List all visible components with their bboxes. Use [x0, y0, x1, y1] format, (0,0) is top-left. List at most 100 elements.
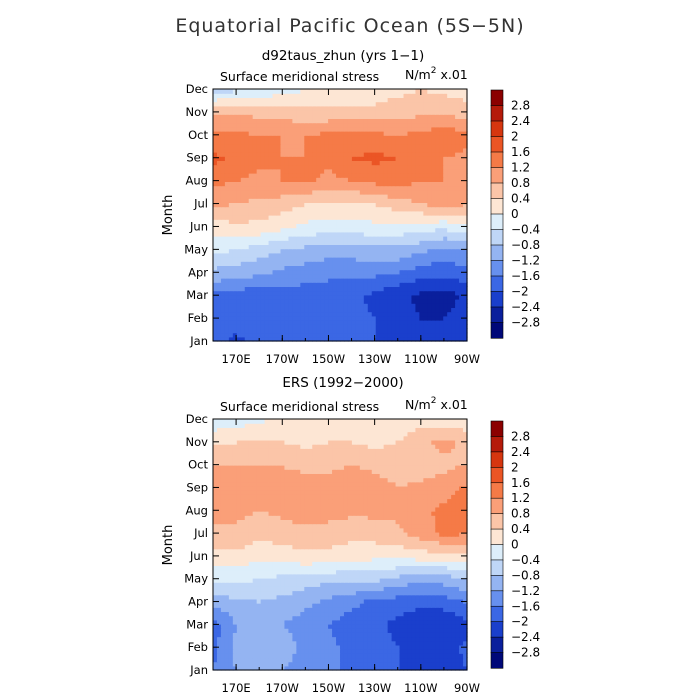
contour-cell [423, 649, 428, 654]
contour-cell [427, 97, 432, 103]
contour-cell [447, 324, 452, 329]
contour-cell [379, 252, 385, 258]
contour-cell [256, 294, 262, 300]
contour-cell [304, 294, 309, 300]
contour-cell [276, 219, 282, 224]
contour-cell [379, 206, 385, 212]
contour-cell [260, 118, 266, 124]
contour-cell [399, 248, 405, 254]
contour-cell [387, 294, 393, 300]
contour-cell [395, 168, 401, 174]
contour-cell [296, 139, 301, 145]
contour-cell [268, 105, 274, 111]
contour-cell [304, 223, 309, 229]
contour-cell [383, 665, 389, 671]
contour-cell [363, 240, 369, 245]
contour-cell [371, 644, 377, 650]
contour-cell [256, 311, 262, 317]
contour-cell [324, 118, 329, 124]
contour-cell [260, 185, 266, 191]
contour-cell [304, 164, 309, 170]
contour-cell [316, 628, 321, 633]
contour-cell [264, 97, 270, 103]
panel-model-title: d92taus_zhun (yrs 1−1) [262, 48, 425, 64]
contour-cell [387, 185, 393, 191]
contour-cell [347, 665, 353, 671]
contour-cell [328, 290, 333, 296]
contour-cell [336, 93, 341, 98]
contour-cell [336, 156, 341, 161]
contour-cell [240, 173, 246, 178]
contour-cell [447, 607, 452, 613]
contour-cell [455, 105, 460, 111]
contour-cell [459, 307, 464, 313]
contour-cell [336, 181, 341, 187]
contour-cell [355, 198, 361, 203]
contour-cell [439, 619, 444, 625]
contour-cell [403, 105, 409, 111]
contour-cell [288, 261, 293, 266]
contour-cell [387, 286, 393, 292]
contour-cell [455, 611, 460, 617]
contour-cell [343, 126, 349, 132]
contour-cell [403, 93, 409, 98]
contour-cell [347, 135, 353, 140]
contour-cell [423, 320, 428, 325]
contour-cell [435, 231, 440, 237]
contour-cell [431, 623, 436, 629]
contour-cell [399, 160, 405, 166]
contour-cell [371, 278, 377, 283]
contour-cell [443, 273, 448, 279]
contour-cell [332, 227, 337, 233]
contour-cell [256, 147, 262, 153]
contour-cell [415, 240, 420, 245]
contour-cell [272, 632, 278, 638]
contour-cell [340, 265, 345, 271]
contour-cell [224, 231, 230, 237]
contour-cell [407, 336, 413, 342]
contour-cell [276, 89, 282, 94]
contour-cell [316, 198, 321, 203]
contour-cell [351, 236, 357, 241]
contour-cell [304, 219, 309, 224]
contour-cell [431, 181, 436, 187]
contour-cell [387, 311, 393, 317]
contour-cell [419, 164, 424, 170]
contour-cell [443, 324, 448, 329]
contour-cell [260, 210, 266, 216]
contour-cell [451, 636, 456, 642]
contour-cell [379, 315, 385, 321]
contour-cell [411, 290, 417, 296]
contour-cell [455, 615, 460, 621]
contour-cell [419, 189, 424, 195]
contour-cell [367, 661, 373, 667]
contour-cell [284, 632, 290, 638]
contour-cell [248, 189, 254, 195]
contour-cell [423, 131, 428, 136]
contour-cell [220, 657, 226, 663]
contour-cell [336, 324, 341, 329]
contour-cell [248, 110, 254, 115]
contour-cell [387, 632, 393, 638]
contour-cell [439, 143, 444, 149]
contour-cell [399, 131, 405, 136]
contour-cell [427, 231, 432, 237]
contour-cell [359, 257, 365, 262]
contour-cell [288, 152, 293, 157]
contour-cell [312, 257, 317, 262]
contour-cell [443, 194, 448, 199]
contour-cell [411, 147, 417, 153]
contour-cell [371, 336, 377, 342]
contour-cell [213, 181, 218, 187]
contour-cell [232, 290, 238, 296]
contour-cell [447, 328, 452, 334]
contour-cell [312, 623, 317, 629]
contour-cell [332, 206, 337, 212]
contour-cell [252, 185, 258, 191]
contour-cell [288, 607, 293, 613]
contour-cell [216, 294, 222, 300]
contour-cell [296, 206, 301, 212]
contour-cell [351, 143, 357, 149]
contour-cell [316, 273, 321, 279]
contour-cell [340, 122, 345, 128]
